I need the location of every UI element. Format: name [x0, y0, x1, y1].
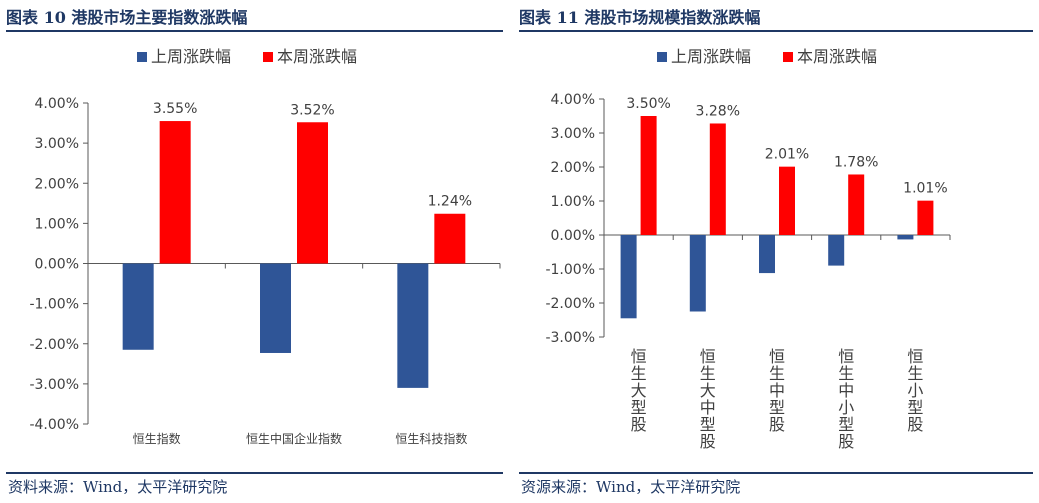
y-tick-label: 0.00%	[551, 228, 595, 244]
y-tick-label: -4.00%	[29, 417, 79, 433]
x-category-label: 恒生中国企业指数	[246, 431, 342, 446]
legend-label: 上周涨跌幅	[151, 47, 231, 66]
y-tick-label: -3.00%	[545, 330, 595, 346]
bar-this-week	[709, 123, 726, 235]
bar-this-week	[917, 200, 934, 235]
figure-10-panel: 图表 10 港股市场主要指数涨跌幅 上周涨跌幅 本周涨跌幅 4.00% 3.00% 2.…	[0, 0, 509, 503]
x-category-label: 恒生小型股	[907, 347, 923, 434]
figure-11-title: 图表 11 港股市场规模指数涨跌幅	[519, 8, 761, 27]
bar-this-week	[434, 213, 466, 264]
bar-this-week	[848, 174, 865, 235]
legend-label: 上周涨跌幅	[671, 47, 751, 66]
legend-swatch-this-week	[263, 52, 273, 62]
legend-swatch-this-week	[783, 52, 793, 62]
bar-last-week	[759, 235, 775, 274]
y-tick-label: -2.00%	[29, 337, 79, 353]
y-tick-label: -2.00%	[545, 296, 595, 312]
legend-swatch-last-week	[657, 52, 667, 62]
data-label: 1.78%	[834, 154, 878, 170]
bar-last-week	[260, 263, 291, 353]
x-category-label: 恒生中型股	[769, 347, 785, 434]
bar-last-week	[689, 235, 706, 312]
data-label: 3.55%	[153, 101, 197, 117]
figure-10-source: 资料来源：Wind，太平洋研究院	[8, 478, 228, 496]
data-label: 3.52%	[290, 102, 334, 118]
figure-10-source-rule	[6, 472, 503, 474]
bar-this-week	[159, 121, 191, 264]
figure-11-panel: 图表 11 港股市场规模指数涨跌幅 上周涨跌幅 本周涨跌幅 4.00% 3.00% 2.…	[513, 0, 1039, 503]
chart-hk-size-indices: 上周涨跌幅 本周涨跌幅 4.00% 3.00% 2.00% 1.00% 0.00% -1.00…	[545, 47, 951, 451]
bar-this-week	[640, 116, 657, 235]
bar-last-week	[620, 235, 637, 319]
y-tick-label: 0.00%	[35, 257, 79, 273]
figure-11-source-rule	[519, 472, 1033, 474]
y-tick-label: -3.00%	[29, 377, 79, 393]
y-tick-label: 2.00%	[35, 176, 79, 192]
bar-this-week	[297, 122, 328, 264]
figure-11-source: 资源来源：Wind，太平洋研究院	[521, 478, 741, 496]
x-category-label: 恒生科技指数	[395, 431, 467, 446]
data-label: 3.50%	[626, 96, 670, 112]
bar-this-week	[779, 166, 795, 235]
x-category-label: 恒生大中型股	[700, 347, 716, 451]
bar-last-week	[897, 235, 914, 240]
legend-label: 本周涨跌幅	[797, 47, 877, 66]
y-tick-label: 3.00%	[35, 136, 79, 152]
legend-label: 本周涨跌幅	[277, 47, 357, 66]
x-category-label: 恒生大型股	[631, 347, 647, 434]
x-category-label: 恒生中小型股	[838, 347, 854, 451]
y-tick-label: 1.00%	[551, 194, 595, 210]
y-tick-label: 4.00%	[551, 92, 595, 108]
figure-10-title: 图表 10 港股市场主要指数涨跌幅	[6, 8, 248, 27]
y-tick-label: -1.00%	[545, 262, 595, 278]
figure-10-title-rule	[6, 30, 503, 32]
chart-hk-main-indices: 上周涨跌幅 本周涨跌幅 4.00% 3.00% 2.00% 1.00% 0.00% -1.00…	[29, 47, 501, 446]
figure-11-title-rule	[519, 30, 1033, 32]
y-tick-label: 4.00%	[35, 96, 79, 112]
y-tick-label: 2.00%	[551, 160, 595, 176]
y-tick-label: -1.00%	[29, 297, 79, 313]
x-category-label: 恒生指数	[133, 431, 181, 446]
data-label: 3.28%	[696, 103, 740, 119]
legend-swatch-last-week	[137, 52, 147, 62]
bar-last-week	[828, 235, 845, 266]
data-label: 2.01%	[765, 147, 809, 163]
data-label: 1.01%	[903, 181, 947, 197]
bar-last-week	[122, 263, 154, 350]
bar-last-week	[397, 263, 429, 388]
y-tick-label: 3.00%	[551, 126, 595, 142]
y-tick-label: 1.00%	[35, 216, 79, 232]
data-label: 1.24%	[428, 194, 472, 210]
